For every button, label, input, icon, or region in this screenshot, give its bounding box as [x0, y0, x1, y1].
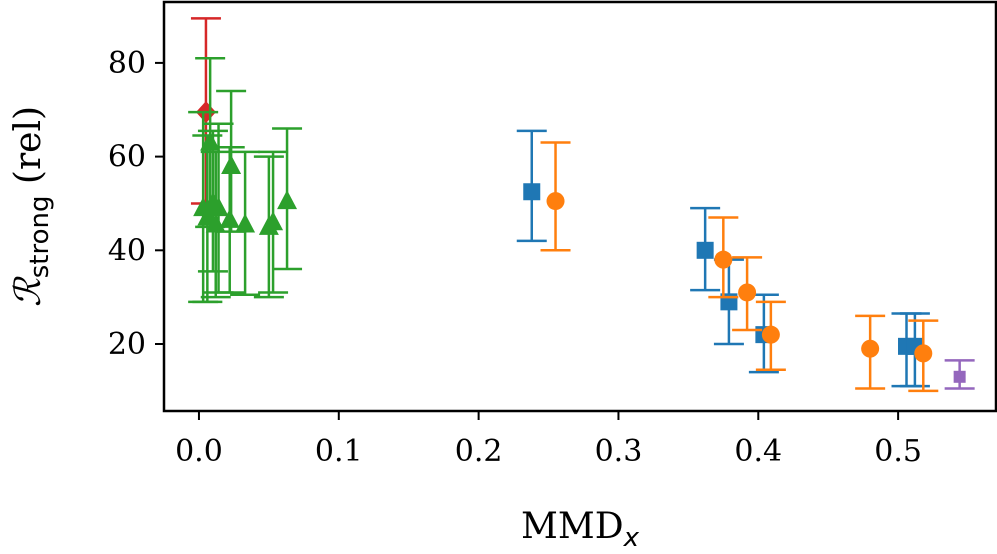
- data-point-triangle: [221, 154, 242, 174]
- plot-frame: [162, 0, 997, 413]
- x-tick-label: 0.4: [734, 434, 782, 469]
- y-tick-label: 20: [108, 327, 146, 362]
- data-point-triangle: [277, 190, 298, 210]
- data-point-circle: [714, 250, 733, 269]
- x-axis: 0.0 0.1 0.2 0.3 0.4 0.5: [175, 411, 922, 469]
- series-orange: [540, 141, 939, 393]
- x-axis-title: MMDx: [521, 506, 640, 553]
- plot-area: [188, 17, 975, 393]
- data-point-circle: [546, 192, 565, 211]
- y-tick-label: 60: [108, 140, 146, 175]
- data-point-square: [953, 370, 966, 383]
- x-tick-label: 0.5: [874, 434, 922, 469]
- x-tick-label: 0.2: [455, 434, 503, 469]
- data-point-circle: [761, 325, 780, 344]
- y-axis-title-suffix: (rel): [8, 106, 49, 196]
- y-axis-title-base: ℛ: [8, 276, 49, 307]
- x-axis-title-base: MMD: [521, 506, 624, 547]
- y-axis-title-subscript: strong: [25, 196, 55, 279]
- data-point-circle: [914, 344, 933, 363]
- data-point-triangle: [235, 213, 256, 233]
- y-tick-label: 40: [108, 233, 146, 268]
- data-point-triangle: [263, 211, 284, 231]
- data-point-triangle: [208, 197, 229, 217]
- x-tick-label: 0.3: [595, 434, 643, 469]
- data-point-circle: [861, 339, 880, 358]
- y-tick-label: 80: [108, 46, 146, 81]
- data-point-triangle: [219, 208, 240, 228]
- series-purple: [944, 359, 975, 390]
- data-point-square: [696, 241, 714, 259]
- x-axis-title-subscript: x: [623, 523, 640, 553]
- y-axis-title: ℛstrong (rel): [8, 106, 55, 307]
- x-tick-label: 0.0: [175, 434, 223, 469]
- data-point-square: [523, 183, 541, 201]
- data-point-triangle: [200, 131, 221, 151]
- data-point-circle: [738, 283, 757, 302]
- series-green: [188, 56, 303, 304]
- x-tick-label: 0.1: [315, 434, 363, 469]
- y-axis: 20 40 60 80: [108, 46, 164, 362]
